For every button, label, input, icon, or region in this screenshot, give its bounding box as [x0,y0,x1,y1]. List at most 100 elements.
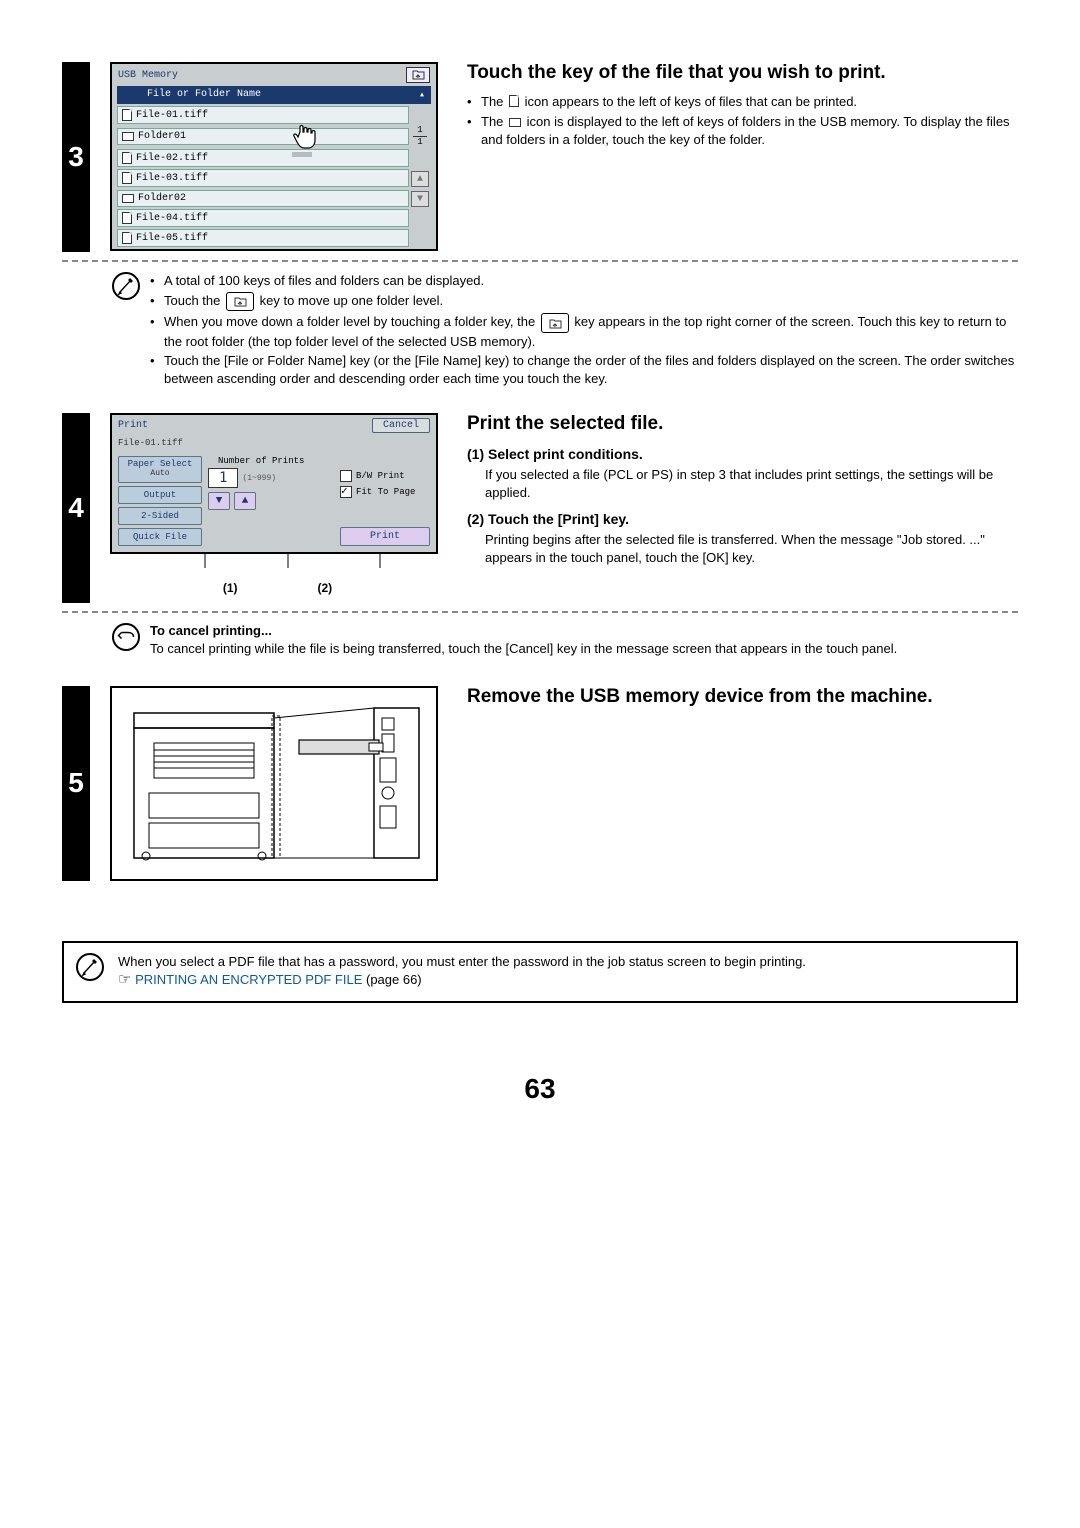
usb-memory-panel: USB Memory File or Folder Name ▴ File-01… [110,62,438,251]
file-icon [509,94,519,112]
print-filename: File-01.tiff [112,436,436,450]
folder-icon [122,132,134,141]
print-button[interactable]: Print [340,527,430,546]
list-item: File-02.tiff [117,149,431,167]
substep-2-body: Printing begins after the selected file … [467,531,1018,566]
bullet-item: Touch the [File or Folder Name] key (or … [150,352,1018,387]
folder-icon [122,194,134,203]
bullet-item: The icon is displayed to the left of key… [467,113,1018,149]
item-name: Folder01 [138,131,186,142]
sort-icon: ▴ [419,89,425,101]
item-name: File-02.tiff [136,153,208,164]
step-number-text: 5 [68,767,84,799]
bullet-item: Touch the key to move up one folder leve… [150,292,1018,312]
cancel-button[interactable]: Cancel [372,418,430,433]
fit-to-page-checkbox[interactable] [340,486,352,498]
num-prints-label: Number of Prints [208,456,334,466]
file-icon [122,109,132,121]
output-button[interactable]: Output [118,486,202,504]
two-sided-button[interactable]: 2-Sided [118,507,202,525]
step-number-text: 4 [68,492,84,524]
printer-illustration [110,686,438,881]
button-sublabel: Auto [123,470,197,479]
callout-1: (1) [223,581,238,595]
folder-up-button[interactable] [406,67,430,83]
footer-text: When you select a PDF file that has a pa… [118,954,806,969]
separator [62,260,1018,262]
item-name: Folder02 [138,193,186,204]
paper-select-button[interactable]: Paper Select Auto [118,456,202,483]
cancel-title: To cancel printing... [150,623,1018,638]
page-number: 63 [62,1073,1018,1105]
usb-panel-title: USB Memory [118,70,178,81]
folder-item[interactable]: Folder01 [117,128,409,145]
cancel-body: To cancel printing while the file is bei… [150,640,1018,658]
pointer-icon: ☞ [118,971,131,988]
folder-item[interactable]: Folder02 [117,190,409,207]
scroll-down-button[interactable]: ▼ [411,191,429,207]
up-key-icon [541,313,569,333]
print-panel: Print Cancel File-01.tiff Paper Select A… [110,413,438,554]
file-icon [122,212,132,224]
substep-2-title: (2) Touch the [Print] key. [467,511,1018,527]
list-item: File-04.tiff [117,209,431,227]
list-item: Folder0111 [117,126,431,147]
num-prints-value: 1 [208,468,238,488]
file-icon [122,172,132,184]
step-3: 3 USB Memory File or Folder Name ▴ [62,62,1018,252]
file-item[interactable]: File-05.tiff [117,229,409,247]
bw-print-checkbox[interactable] [340,470,352,482]
item-name: File-05.tiff [136,233,208,244]
callout-lines [110,554,438,572]
step-title: Print the selected file. [467,413,1018,436]
file-item[interactable]: File-03.tiff [117,169,409,187]
list-item: Folder02 ▼ [117,189,431,207]
list-item: File-01.tiff [117,106,431,124]
step-number: 5 [62,686,90,881]
link-label: PRINTING AN ENCRYPTED PDF FILE [135,971,362,989]
file-icon [122,232,132,244]
item-name: File-04.tiff [136,213,208,224]
step-number: 3 [62,62,90,252]
bullet-item: A total of 100 keys of files and folders… [150,272,1018,290]
step-title: Remove the USB memory device from the ma… [467,686,1018,709]
decrement-button[interactable]: ▼ [208,492,230,510]
num-prints-range: (1~999) [242,474,276,483]
list-header-label: File or Folder Name [123,89,419,101]
list-header[interactable]: File or Folder Name ▴ [117,86,431,104]
scroll-up-button[interactable]: ▲ [411,171,429,187]
step-number: 4 [62,413,90,603]
step-number-text: 3 [68,141,84,173]
list-item: File-05.tiff [117,229,431,247]
step-4: 4 Print Cancel File-01.tiff Paper Select… [62,413,1018,603]
up-key-icon [226,292,254,312]
link-suffix: (page 66) [362,972,421,987]
bullet-item: When you move down a folder level by tou… [150,313,1018,350]
list-item: File-03.tiff ▲ [117,169,431,187]
step-title: Touch the key of the file that you wish … [467,62,1018,85]
print-panel-title: Print [118,420,148,431]
file-icon [122,152,132,164]
separator [62,611,1018,613]
encrypted-pdf-link[interactable]: PRINTING AN ENCRYPTED PDF FILE [135,971,362,989]
fit-to-page-label: Fit To Page [356,487,415,497]
note-icon [112,272,140,300]
step3-note: A total of 100 keys of files and folders… [62,272,1018,389]
quickfile-button[interactable]: Quick File [118,528,202,546]
increment-button[interactable]: ▲ [234,492,256,510]
folder-icon [509,114,521,132]
substep-1-body: If you selected a file (PCL or PS) in st… [467,466,1018,501]
file-item[interactable]: File-01.tiff [117,106,409,124]
item-name: File-01.tiff [136,110,208,121]
button-label: Paper Select [128,459,193,469]
file-item[interactable]: File-04.tiff [117,209,409,227]
item-name: File-03.tiff [136,173,208,184]
step4-cancel-note: To cancel printing... To cancel printing… [62,623,1018,662]
step-5: 5 [62,686,1018,881]
undo-icon [112,623,140,651]
callout-2: (2) [318,581,333,595]
bullet-item: The icon appears to the left of keys of … [467,93,1018,111]
substep-1-title: (1) Select print conditions. [467,446,1018,462]
step3-bullets: The icon appears to the left of keys of … [467,93,1018,149]
file-item[interactable]: File-02.tiff [117,149,409,167]
